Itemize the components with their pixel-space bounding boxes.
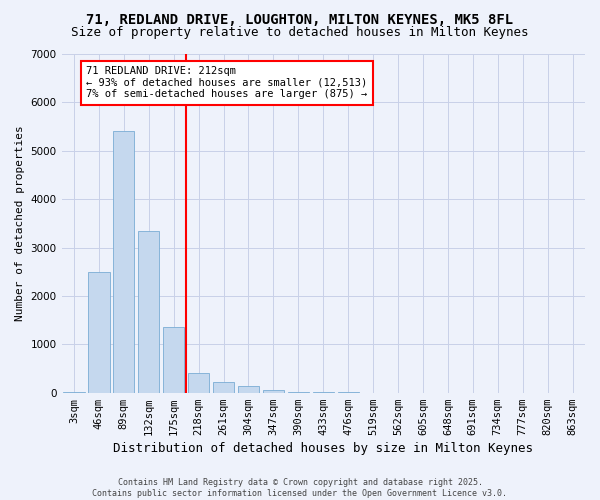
Text: Contains HM Land Registry data © Crown copyright and database right 2025.
Contai: Contains HM Land Registry data © Crown c… — [92, 478, 508, 498]
Bar — [213, 382, 234, 392]
Text: Size of property relative to detached houses in Milton Keynes: Size of property relative to detached ho… — [71, 26, 529, 39]
X-axis label: Distribution of detached houses by size in Milton Keynes: Distribution of detached houses by size … — [113, 442, 533, 455]
Bar — [88, 272, 110, 392]
Bar — [113, 132, 134, 392]
Bar — [263, 390, 284, 392]
Text: 71, REDLAND DRIVE, LOUGHTON, MILTON KEYNES, MK5 8FL: 71, REDLAND DRIVE, LOUGHTON, MILTON KEYN… — [86, 12, 514, 26]
Text: 71 REDLAND DRIVE: 212sqm
← 93% of detached houses are smaller (12,513)
7% of sem: 71 REDLAND DRIVE: 212sqm ← 93% of detach… — [86, 66, 368, 100]
Y-axis label: Number of detached properties: Number of detached properties — [15, 126, 25, 321]
Bar — [238, 386, 259, 392]
Bar — [138, 230, 160, 392]
Bar — [163, 328, 184, 392]
Bar — [188, 374, 209, 392]
